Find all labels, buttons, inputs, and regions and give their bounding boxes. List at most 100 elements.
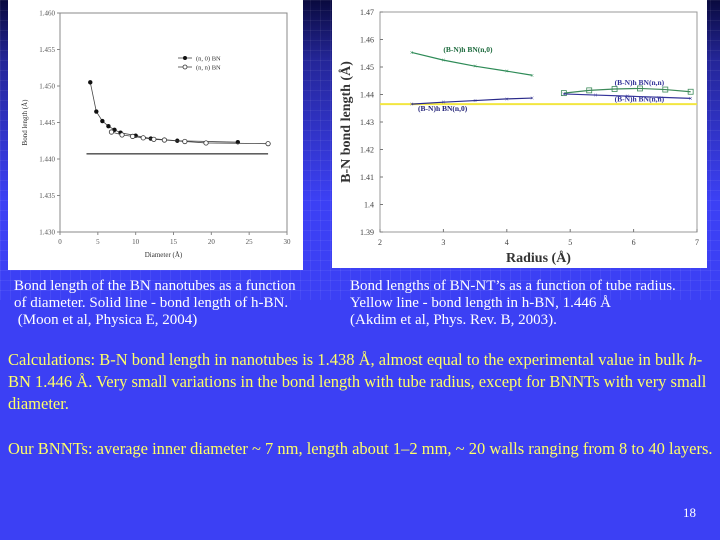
data-point-filled xyxy=(235,140,241,145)
y-tick-label: 1.47 xyxy=(360,8,374,17)
data-point: × xyxy=(689,95,693,103)
x-tick-label: 5 xyxy=(568,238,572,247)
series-line xyxy=(563,93,691,99)
y-tick-label: 1.44 xyxy=(360,91,374,100)
y-tick-label: 1.45 xyxy=(360,63,374,72)
data-point: × xyxy=(530,72,534,80)
data-point: × xyxy=(410,49,414,57)
left-chart: 0 5 10 15 20 25 30 1.430 1.435 1.440 1.445 1.450 1.4… xyxy=(21,10,292,260)
y-tick-label: 1.435 xyxy=(39,192,55,200)
data-point: × xyxy=(594,92,598,100)
x-tick-label: 20 xyxy=(208,238,216,246)
series-line xyxy=(563,87,691,94)
x-axis-label: Radius (Å) xyxy=(506,250,571,266)
data-point-open xyxy=(182,138,188,145)
data-point-open xyxy=(203,140,209,146)
y-tick-label: 1.440 xyxy=(39,156,55,164)
data-point xyxy=(662,86,669,93)
x-tick-label: 15 xyxy=(170,238,178,246)
data-point: × xyxy=(473,97,477,105)
calculations-paragraph: Calculations: B-N bond length in nanotub… xyxy=(8,349,713,415)
data-point: × xyxy=(625,93,629,101)
plot-frame xyxy=(379,11,698,233)
left-chart-panel: 0 5 10 15 20 25 30 1.430 1.435 1.440 1.445 1.450 1.4… xyxy=(8,0,303,270)
x-tick-label: 0 xyxy=(58,238,62,246)
x-tick-label: 10 xyxy=(132,238,140,246)
plot-frame xyxy=(59,12,288,233)
data-point-open xyxy=(161,137,168,143)
bnnt-paragraph: Our BNNTs: average inner diameter ~ 7 nm… xyxy=(8,438,713,460)
data-point: × xyxy=(505,95,509,103)
right-caption: Bond lengths of BN-NT’s as a function of… xyxy=(350,278,676,329)
paragraph-text: -BN 1.446 Å. Very small variations in th… xyxy=(8,350,707,413)
y-tick-label: 1.455 xyxy=(39,46,55,54)
data-point: × xyxy=(657,94,661,102)
x-tick-label: 25 xyxy=(246,238,254,246)
legend-marker-filled xyxy=(183,56,187,60)
y-axis-label: Bond length (Å) xyxy=(21,99,29,146)
data-point-filled xyxy=(100,118,105,124)
data-point xyxy=(586,87,593,94)
right-chart-panel: 2 3 4 5 6 7 1.39 1.4 1.41 1.42 1.43 1.44 1.45 1.46 1.4… xyxy=(332,0,707,268)
data-point: × xyxy=(441,99,445,107)
y-tick-label: 1.460 xyxy=(39,10,55,18)
legend-entry: (n, n) BN xyxy=(196,65,221,72)
data-point: × xyxy=(505,68,509,76)
series-line xyxy=(411,51,533,76)
x-tick-label: 5 xyxy=(96,238,100,246)
series-line xyxy=(411,97,533,105)
data-point-filled xyxy=(106,123,111,129)
data-point: × xyxy=(562,90,566,98)
data-point xyxy=(687,88,694,95)
x-axis-label: Diameter (Å) xyxy=(145,251,183,259)
x-tick-label: 3 xyxy=(441,238,445,247)
right-caption-line: Bond lengths of BN-NT’s as a function of… xyxy=(350,278,676,294)
data-point-open xyxy=(108,129,115,135)
paragraph-text: Calculations: B-N bond length in nanotub… xyxy=(8,350,689,369)
data-point xyxy=(637,85,643,92)
series-annotation: (B-N)h BN(n,0) xyxy=(418,104,468,113)
paragraph-italic: h xyxy=(688,350,697,369)
y-tick-label: 1.46 xyxy=(360,36,374,45)
x-tick-label: 6 xyxy=(632,238,636,247)
x-tick-label: 30 xyxy=(284,238,292,246)
left-caption-line: (Moon et al, Physica E, 2004) xyxy=(14,312,198,328)
y-tick-label: 1.430 xyxy=(39,229,55,237)
data-point: × xyxy=(530,95,534,103)
data-point xyxy=(611,86,618,92)
x-tick-label: 7 xyxy=(695,238,699,247)
data-point-filled xyxy=(94,109,99,114)
y-tick-label: 1.41 xyxy=(360,173,374,182)
y-axis-label: B-N bond length (Å) xyxy=(338,61,354,183)
y-tick-label: 1.450 xyxy=(39,83,55,91)
legend-entry: (n, 0) BN xyxy=(196,56,221,63)
y-tick-label: 1.43 xyxy=(360,118,374,127)
x-tick-label: 2 xyxy=(378,238,382,247)
paragraph-text: Our BNNTs: average inner diameter ~ 7 nm… xyxy=(8,439,713,458)
data-point-filled xyxy=(88,80,93,85)
left-caption: Bond length of the BN nanotubes as a fun… xyxy=(14,278,296,329)
data-point: × xyxy=(441,57,445,65)
data-point-open xyxy=(140,135,146,141)
y-tick-label: 1.445 xyxy=(39,119,55,127)
data-point-open xyxy=(265,141,271,147)
data-point-open xyxy=(119,132,125,138)
right-caption-line: (Akdim et al, Phys. Rev. B, 2003). xyxy=(350,312,557,328)
series-annotation: (B-N)h BN(n,n) xyxy=(615,78,665,87)
series-annotation: (B-N)h BN(n,n) xyxy=(615,94,665,103)
data-point xyxy=(560,90,567,97)
y-tick-label: 1.4 xyxy=(364,201,374,210)
legend-marker-open xyxy=(182,64,188,70)
data-point: × xyxy=(473,63,477,71)
right-caption-line: Yellow line - bond length in h-BN, 1.446… xyxy=(350,295,611,311)
data-point-open xyxy=(130,133,136,139)
data-point-open xyxy=(151,136,157,142)
data-point: × xyxy=(410,101,414,109)
y-tick-label: 1.42 xyxy=(360,146,374,155)
x-tick-label: 4 xyxy=(505,238,509,247)
left-caption-line: of diameter. Solid line - bond length of… xyxy=(14,295,289,311)
left-caption-line: Bond length of the BN nanotubes as a fun… xyxy=(14,278,296,294)
right-chart: 2 3 4 5 6 7 1.39 1.4 1.41 1.42 1.43 1.44 1.45 1.46 1.4… xyxy=(338,8,699,266)
series-annotation: (B-N)h BN(n,0) xyxy=(443,45,493,54)
page-number: 18 xyxy=(683,505,696,520)
